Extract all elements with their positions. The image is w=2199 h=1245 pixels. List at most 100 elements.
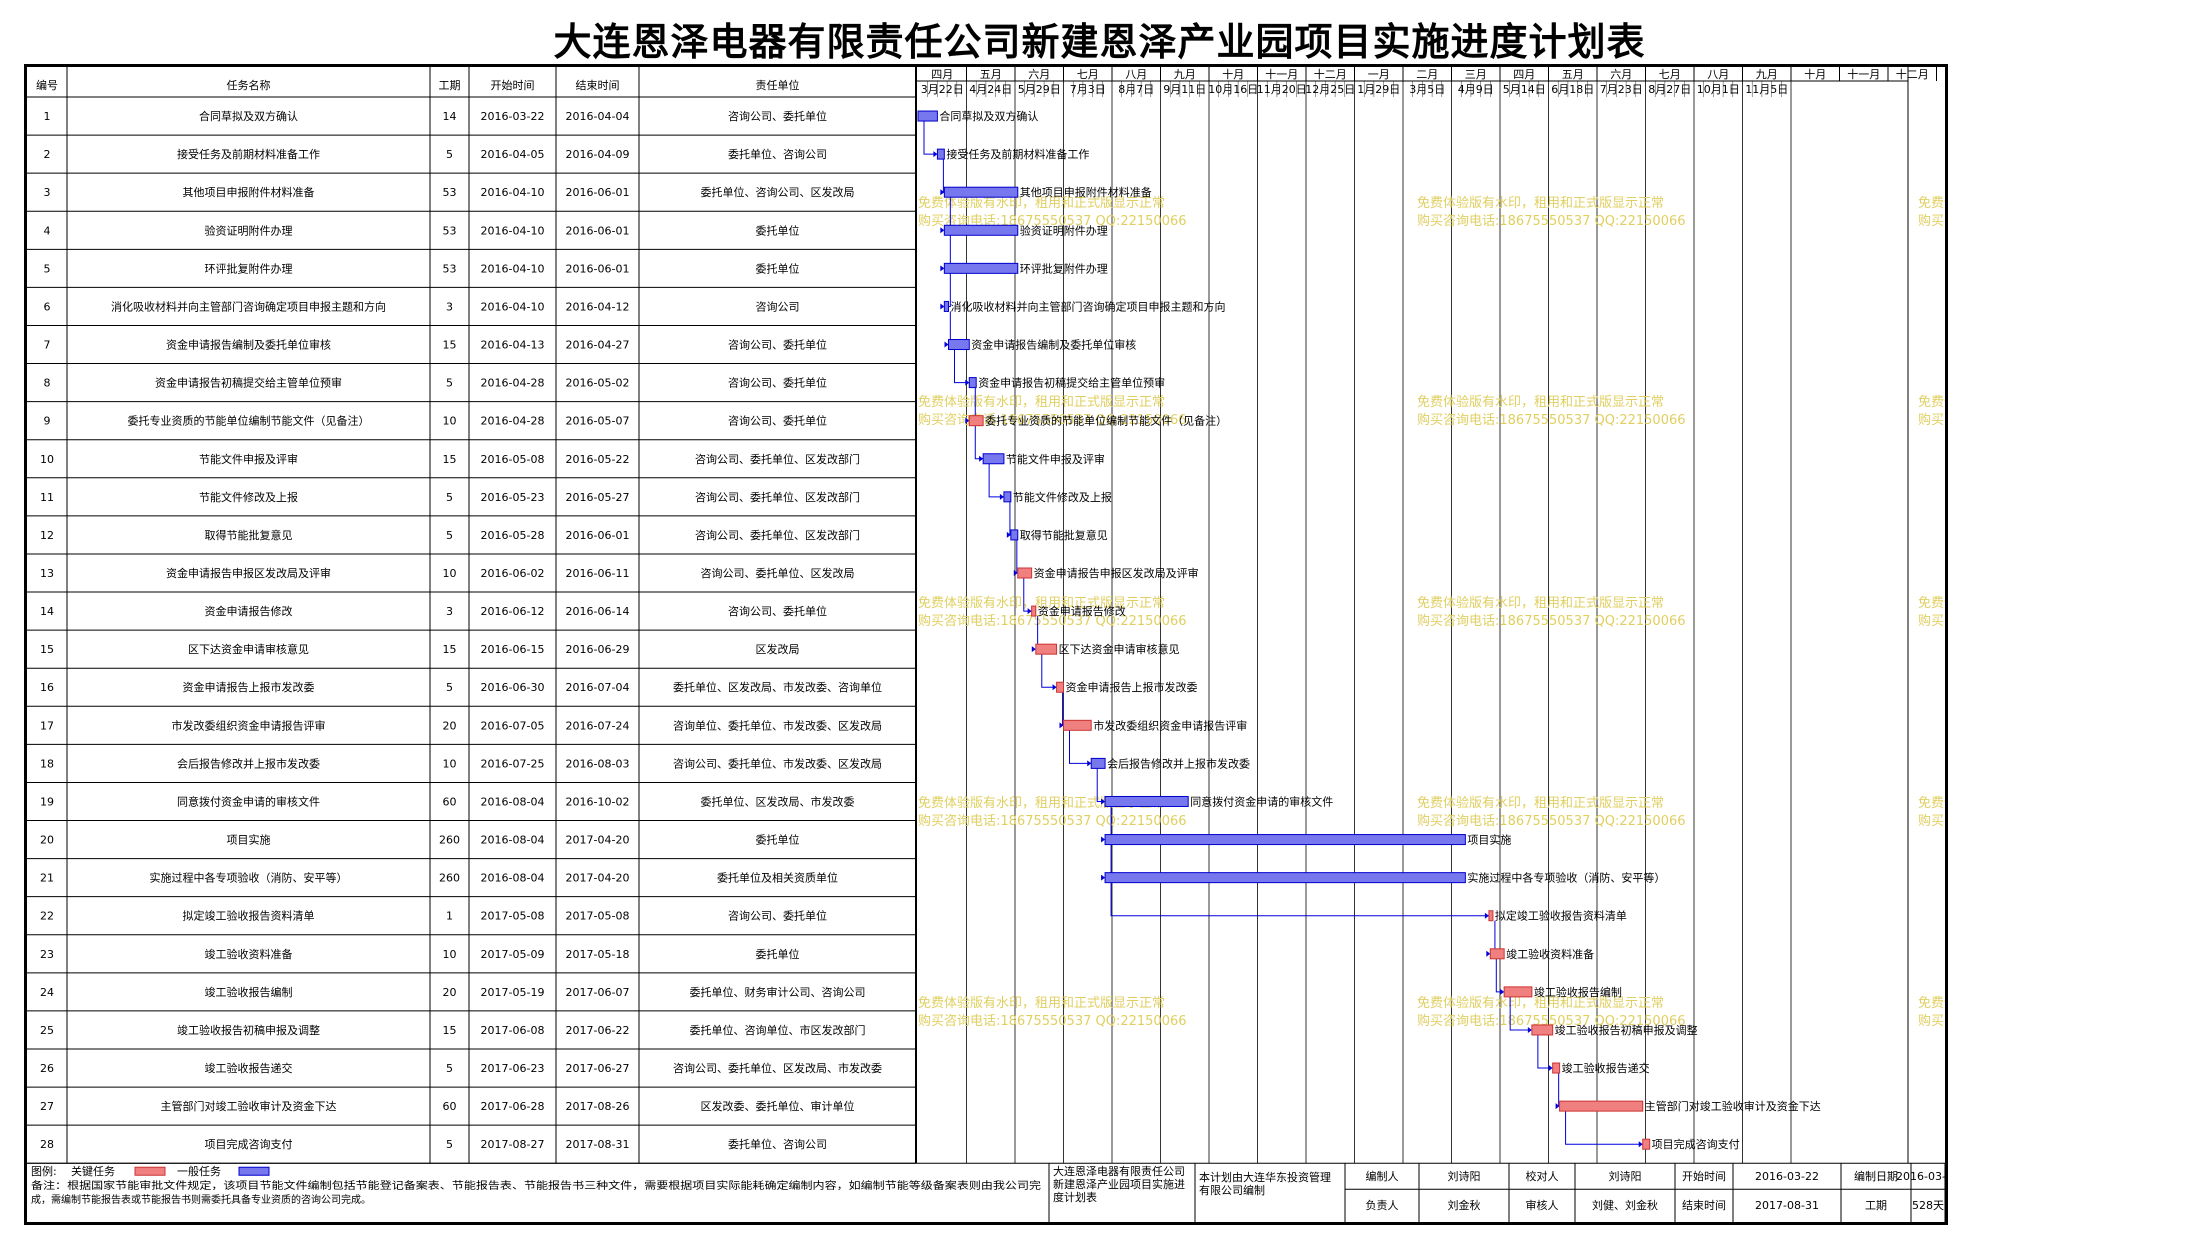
timeline-month-label: 一月 xyxy=(1368,68,1390,81)
cell-end: 2016-04-09 xyxy=(566,148,630,161)
task-bar-label: 项目完成咨询支付 xyxy=(1652,1137,1740,1151)
watermark-line2: 购买咨询电话:18675550537 QQ:22150066 xyxy=(918,813,1187,829)
watermark-line2: 购买咨询电话:18675550537 QQ:22150066 xyxy=(1918,213,1945,229)
column-header-end: 结束时间 xyxy=(576,79,620,92)
task-bar xyxy=(1035,643,1058,655)
task-bar-label: 同意拨付资金申请的审核文件 xyxy=(1190,794,1333,808)
cell-end: 2016-06-11 xyxy=(566,567,630,580)
column-header-start: 开始时间 xyxy=(491,78,535,92)
dependency-arrow xyxy=(940,227,945,234)
footer-value-date: 2016-03-21 xyxy=(1896,1170,1945,1183)
cell-name: 取得节能批复意见 xyxy=(205,528,293,542)
cell-owner: 委托单位、咨询公司、区发改局 xyxy=(701,185,855,199)
cell-name: 竣工验收资料准备 xyxy=(205,947,293,961)
task-bar xyxy=(1090,757,1106,769)
cell-end: 2016-06-01 xyxy=(566,262,630,275)
task-bar xyxy=(1104,795,1189,807)
timeline-month-label: 十月 xyxy=(1804,67,1826,81)
watermark-line1: 免费体验版有水印，租用和正式版显示正常 xyxy=(1417,195,1664,211)
cell-duration: 15 xyxy=(443,1024,457,1037)
cell-name: 区下达资金申请审核意见 xyxy=(188,642,309,656)
dependency-arrow xyxy=(1500,988,1505,995)
cell-owner: 委托单位 xyxy=(756,833,800,847)
cell-owner: 咨询公司、委托单位 xyxy=(728,109,827,123)
task-bar xyxy=(943,262,1019,274)
timeline-week-label: 4月24日 xyxy=(969,83,1012,96)
timeline-week-label: 6月18日 xyxy=(1551,83,1594,96)
legend-normal-swatch xyxy=(238,1166,270,1176)
cell-duration: 10 xyxy=(443,567,457,580)
watermark-line2: 购买咨询电话:18675550537 QQ:22150066 xyxy=(918,1013,1187,1029)
footer-company-line1: 大连恩泽电器有限责任公司 xyxy=(1053,1164,1185,1178)
timeline-month-label: 十一月 xyxy=(1265,67,1298,81)
footer-label-period: 工期 xyxy=(1865,1199,1887,1212)
dependency-arrow xyxy=(1027,608,1032,615)
cell-name: 竣工验收报告递交 xyxy=(205,1061,293,1075)
cell-start: 2016-08-04 xyxy=(481,795,545,808)
timeline-week-label: 12月25日 xyxy=(1305,83,1355,96)
timeline-month-label: 二月 xyxy=(1416,68,1438,81)
task-bar-label: 竣工验收报告初稿申报及调整 xyxy=(1555,1023,1698,1037)
cell-start: 2016-04-13 xyxy=(481,339,545,352)
task-bar xyxy=(947,339,970,351)
cell-start: 2016-04-10 xyxy=(481,300,545,313)
dependency-link xyxy=(1509,996,1532,1031)
dependency-arrow xyxy=(1548,1065,1553,1072)
task-bar-label: 合同草拟及双方确认 xyxy=(939,109,1038,123)
cell-owner: 咨询公司、委托单位 xyxy=(728,909,827,923)
cell-start: 2016-05-28 xyxy=(481,529,545,542)
timeline-week-label: 7月3日 xyxy=(1070,83,1106,96)
cell-duration: 60 xyxy=(443,795,457,808)
dependency-arrow xyxy=(1638,1141,1643,1148)
cell-owner: 咨询公司 xyxy=(756,299,800,313)
cell-owner: 区发改局 xyxy=(756,642,800,656)
cell-end: 2016-06-14 xyxy=(566,605,630,618)
timeline-week-label: 8月7日 xyxy=(1118,83,1154,96)
cell-start: 2016-07-25 xyxy=(481,757,545,770)
cell-end: 2016-06-01 xyxy=(566,224,630,237)
cell-name: 主管部门对竣工验收审计及资金下达 xyxy=(161,1099,337,1113)
page-title: 大连恩泽电器有限责任公司新建恩泽产业园项目实施进度计划表 xyxy=(553,19,1646,64)
cell-id: 14 xyxy=(40,605,54,618)
dependency-arrow xyxy=(1555,1103,1560,1110)
cell-start: 2016-06-15 xyxy=(481,643,545,656)
cell-id: 23 xyxy=(40,948,54,961)
timeline-month-label: 七月 xyxy=(1659,68,1681,81)
timeline-month-label: 十一月 xyxy=(1847,67,1880,81)
dependency-arrow xyxy=(1031,646,1036,653)
cell-start: 2017-05-08 xyxy=(481,910,545,923)
timeline-month-label: 三月 xyxy=(1465,68,1487,81)
cell-id: 28 xyxy=(40,1138,54,1151)
cell-start: 2017-08-27 xyxy=(481,1138,545,1151)
cell-end: 2017-08-26 xyxy=(566,1100,630,1113)
cell-id: 13 xyxy=(40,567,54,580)
cell-name: 验资证明附件办理 xyxy=(205,223,293,237)
dependency-arrow xyxy=(933,151,938,158)
cell-start: 2017-06-28 xyxy=(481,1100,545,1113)
task-bar xyxy=(1642,1138,1651,1150)
timeline-month-label: 六月 xyxy=(1610,68,1632,81)
cell-duration: 53 xyxy=(443,186,457,199)
watermark-line2: 购买咨询电话:18675550537 QQ:22150066 xyxy=(918,412,1187,428)
cell-start: 2016-04-28 xyxy=(481,415,545,428)
task-bar-label: 取得节能批复意见 xyxy=(1020,528,1108,542)
cell-duration: 15 xyxy=(443,339,457,352)
task-bar xyxy=(1063,719,1092,731)
cell-end: 2016-10-02 xyxy=(566,795,630,808)
dependency-link xyxy=(953,349,970,384)
task-bar-label: 资金申请报告修改 xyxy=(1038,604,1126,618)
cell-start: 2016-05-23 xyxy=(481,491,545,504)
footer-label-leader: 负责人 xyxy=(1366,1198,1399,1212)
cell-name: 节能文件修改及上报 xyxy=(199,490,298,504)
cell-start: 2016-04-10 xyxy=(481,224,545,237)
cell-duration: 5 xyxy=(446,491,453,504)
cell-end: 2017-04-20 xyxy=(566,872,630,885)
cell-end: 2017-06-27 xyxy=(566,1062,630,1075)
timeline-month-label: 七月 xyxy=(1077,68,1099,81)
dependency-arrow xyxy=(940,189,945,196)
dependency-arrow xyxy=(1101,836,1106,843)
cell-owner: 咨询公司、委托单位、区发改局、市发改委 xyxy=(673,1061,882,1075)
cell-duration: 3 xyxy=(446,605,453,618)
cell-id: 24 xyxy=(40,986,54,999)
cell-duration: 260 xyxy=(439,872,460,885)
